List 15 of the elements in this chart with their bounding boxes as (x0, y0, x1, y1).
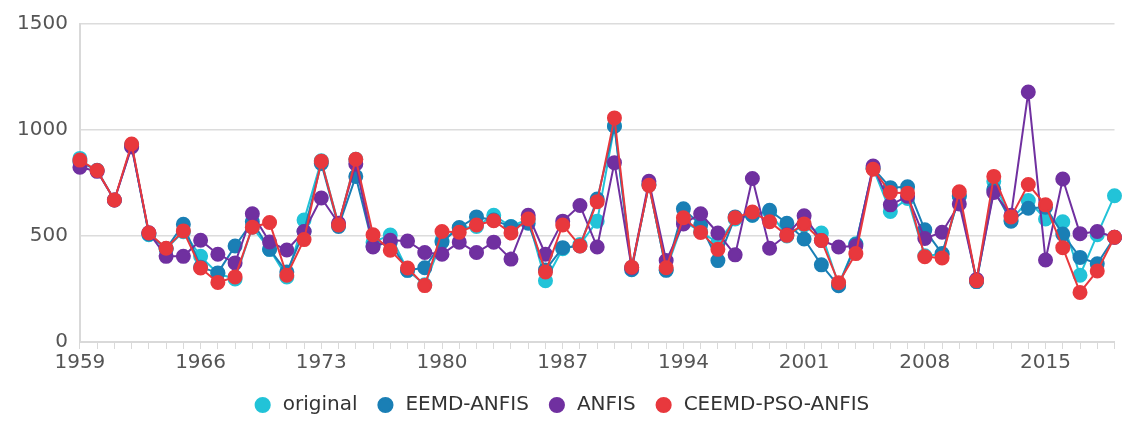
x-tick-label: 2008 (899, 349, 951, 374)
x-tick-label: 1987 (537, 349, 589, 374)
legend-label: ANFIS (576, 391, 636, 416)
y-tick-label: 1500 (16, 10, 68, 35)
x-tick-label: 1994 (657, 349, 709, 374)
legend-label: EEMD-ANFIS (405, 391, 529, 416)
legend-label: CEEMD-PSO-ANFIS (683, 391, 870, 416)
x-tick-label: 1973 (295, 349, 347, 374)
x-tick-label: 2015 (1020, 349, 1071, 374)
x-tick-label: 1966 (175, 349, 227, 374)
legend-label: original (282, 391, 358, 416)
x-tick-label: 1980 (416, 349, 468, 374)
x-tick-label: 2001 (778, 349, 830, 374)
y-tick-label: 500 (29, 222, 68, 247)
y-tick-label: 1000 (16, 116, 68, 141)
